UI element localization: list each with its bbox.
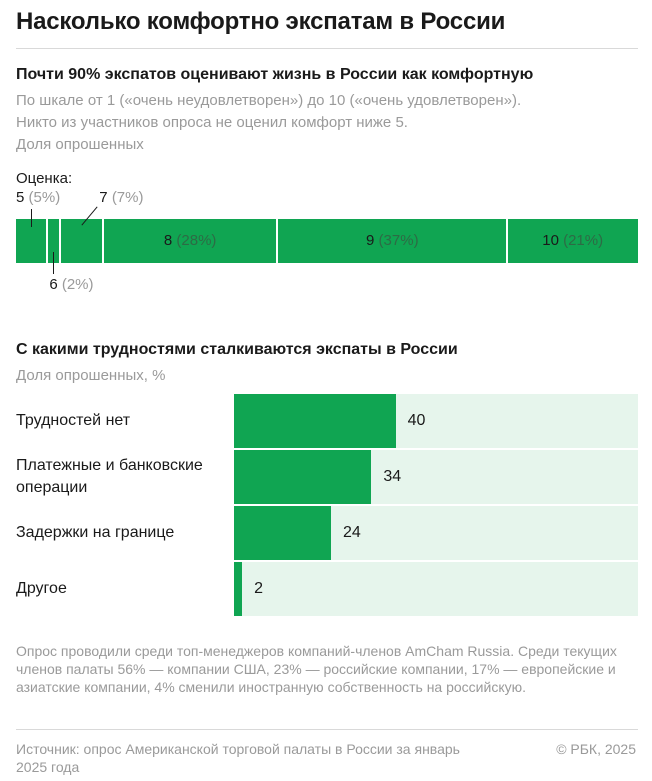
bar-background xyxy=(234,562,638,616)
bar-value-label: 2 xyxy=(254,580,263,597)
segment-separator xyxy=(506,219,509,263)
rating-percent: (28%) xyxy=(176,232,217,249)
page-title: Насколько комфортно экспатам в России xyxy=(16,8,506,35)
rating-value: 5 xyxy=(16,189,29,206)
leader-line xyxy=(52,252,54,274)
segment-label-8: 8 (28%) xyxy=(103,219,277,263)
rating-value: 10 xyxy=(542,232,564,249)
rating-value: 8 xyxy=(163,232,177,249)
segment-label-7: 7 (7%) xyxy=(99,189,143,207)
chart1-title: Почти 90% экспатов оценивают жизнь в Рос… xyxy=(16,66,534,83)
rating-percent: (5%) xyxy=(28,189,61,206)
leader-line xyxy=(31,209,33,227)
segment-separator xyxy=(102,219,105,263)
segment-separator xyxy=(276,219,279,263)
rating-value: 7 xyxy=(99,189,112,206)
bar-value-label: 34 xyxy=(383,468,402,485)
category-label: Платежные и банковские операции xyxy=(16,457,203,496)
segment-label-10: 10 (21%) xyxy=(507,219,638,263)
source-text: Источник: опрос Американской торговой па… xyxy=(16,741,460,775)
chart1-subtitle-line-1: По шкале от 1 («очень неудовлетворен») д… xyxy=(16,92,522,109)
scale-label: Оценка: xyxy=(16,170,73,187)
copyright: © РБК, 2025 xyxy=(556,741,636,757)
category-label: Задержки на границе xyxy=(16,524,175,541)
segment-label-6: 6 (2%) xyxy=(49,276,93,294)
bar-value-label: 40 xyxy=(407,412,426,429)
rating-percent: (37%) xyxy=(378,232,419,249)
bar xyxy=(234,506,331,560)
bar xyxy=(234,394,396,448)
footer-divider xyxy=(16,729,638,730)
segment-label-5: 5 (5%) xyxy=(16,189,60,207)
segment-separator xyxy=(58,219,61,263)
footnote: Опрос проводили среди топ-менеджеров ком… xyxy=(16,643,617,695)
bar xyxy=(234,450,372,504)
chart2-title: С какими трудностями сталкиваются экспат… xyxy=(16,341,458,358)
chart1-subtitle-line-2: Никто из участников опроса не оценил ком… xyxy=(16,114,408,131)
segment-separator xyxy=(46,219,49,263)
rating-percent: (2%) xyxy=(61,276,94,293)
rating-percent: (7%) xyxy=(111,189,144,206)
bar-value-label: 24 xyxy=(342,524,361,541)
rating-percent: (21%) xyxy=(563,232,604,249)
rating-value: 6 xyxy=(49,276,62,293)
chart1-subtitle-line-3: Доля опрошенных xyxy=(16,136,144,153)
bar xyxy=(234,562,243,616)
title-divider xyxy=(16,48,638,49)
stacked-bar-track xyxy=(16,219,638,263)
segment-label-9: 9 (37%) xyxy=(277,219,507,263)
category-label: Трудностей нет xyxy=(16,412,131,429)
rating-value: 9 xyxy=(366,232,379,249)
category-label: Другое xyxy=(16,580,67,597)
chart2-subtitle: Доля опрошенных, % xyxy=(16,367,166,384)
